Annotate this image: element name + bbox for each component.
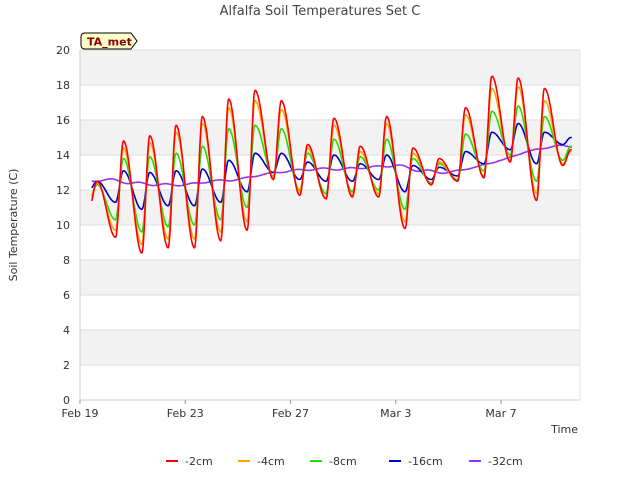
legend-label: -2cm <box>185 455 213 468</box>
plot-band <box>80 50 580 85</box>
y-tick-label: 8 <box>63 254 70 267</box>
legend-label: -16cm <box>408 455 443 468</box>
series-lines <box>91 75 573 254</box>
y-tick-label: 12 <box>56 184 70 197</box>
x-tick-label: Feb 27 <box>272 407 309 420</box>
plot-band <box>80 330 580 365</box>
plot-band <box>80 295 580 330</box>
x-tick-label: Feb 19 <box>62 407 99 420</box>
y-tick-label: 20 <box>56 44 70 57</box>
y-tick-label: 14 <box>56 149 70 162</box>
plot-band <box>80 225 580 260</box>
legend-label: -8cm <box>329 455 357 468</box>
legend-label: -32cm <box>488 455 523 468</box>
x-tick-label: Mar 7 <box>485 407 516 420</box>
y-tick-label: 18 <box>56 79 70 92</box>
x-tick-label: Mar 3 <box>380 407 411 420</box>
axes <box>79 50 581 401</box>
legend: -2cm -4cm -8cm -16cm -32cm <box>166 455 523 468</box>
y-tick-labels: 0 2 4 6 8 10 12 14 16 18 20 <box>56 44 70 407</box>
legend-label: -4cm <box>257 455 285 468</box>
x-tick-label: Feb 23 <box>167 407 204 420</box>
plot-band <box>80 260 580 295</box>
y-axis-label: Soil Temperature (C) <box>7 169 20 282</box>
y-tick-label: 6 <box>63 289 70 302</box>
y-tick-label: 10 <box>56 219 70 232</box>
site-badge: TA_met <box>80 32 138 50</box>
chart-title: Alfalfa Soil Temperatures Set C <box>220 4 421 19</box>
site-badge-box <box>80 32 138 50</box>
plot-band <box>80 85 580 120</box>
y-tick-label: 4 <box>63 324 70 337</box>
plot-band <box>80 190 580 225</box>
x-axis-label: Time <box>550 423 578 436</box>
plot-band <box>80 365 580 400</box>
y-tick-label: 2 <box>63 359 70 372</box>
y-tick-label: 0 <box>63 394 70 407</box>
site-badge-label: TA_met <box>87 36 132 49</box>
y-tick-label: 16 <box>56 114 70 127</box>
x-tick-labels: Feb 19 Feb 23 Feb 27 Mar 3 Mar 7 <box>62 400 517 420</box>
series-line-minus2cm <box>91 75 573 254</box>
